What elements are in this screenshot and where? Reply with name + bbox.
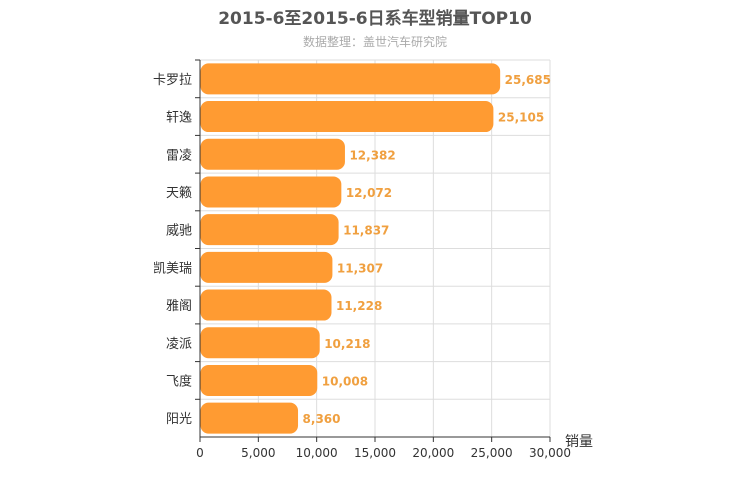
- y-tick-label: 卡罗拉: [153, 73, 192, 88]
- y-tick-label: 凯美瑞: [153, 261, 192, 276]
- bar: [200, 63, 501, 95]
- x-axis-name: 销量: [565, 434, 593, 450]
- bar: [200, 101, 494, 133]
- data-label: 10,008: [322, 374, 368, 388]
- data-label: 25,685: [505, 73, 551, 87]
- x-tick-label: 15,000: [354, 446, 396, 460]
- y-tick-label: 天籁: [166, 186, 192, 201]
- y-tick-label: 威驰: [166, 224, 192, 239]
- data-label: 11,228: [336, 299, 382, 313]
- bar: [200, 327, 320, 359]
- data-label: 12,072: [346, 186, 392, 200]
- y-tick-label: 飞度: [166, 373, 192, 389]
- y-tick-label: 阳光: [166, 412, 192, 427]
- bar: [200, 138, 345, 170]
- bar: [200, 251, 333, 283]
- data-label: 8,360: [303, 412, 341, 426]
- data-label: 11,307: [337, 261, 383, 275]
- y-tick-label: 雷凌: [166, 148, 192, 163]
- chart-title: 2015-6至2015-6日系车型销量TOP10: [218, 8, 532, 29]
- data-label: 12,382: [349, 148, 395, 162]
- y-tick-label: 轩逸: [166, 111, 192, 126]
- bar: [200, 289, 332, 321]
- x-tick-label: 0: [196, 446, 204, 460]
- data-label: 11,837: [343, 224, 389, 238]
- bars: 25,685 25,105 12,382 12,072 11,837 11,307 11,2…: [200, 63, 551, 434]
- grid-lines: [200, 59, 551, 437]
- data-label: 10,218: [324, 337, 370, 351]
- bar: [200, 214, 339, 246]
- data-label: 25,105: [498, 111, 544, 125]
- chart-subtitle: 数据整理：盖世汽车研究院: [303, 34, 447, 49]
- y-tick-label: 雅阁: [166, 299, 192, 314]
- x-tick-label: 30,000: [529, 446, 571, 460]
- bar: [200, 364, 318, 396]
- y-tick-label: 凌派: [166, 337, 192, 352]
- x-tick-label: 10,000: [296, 446, 338, 460]
- x-tick-label: 20,000: [412, 446, 454, 460]
- bar: [200, 176, 342, 208]
- x-tick-label: 5,000: [241, 446, 275, 460]
- x-tick-label: 25,000: [471, 446, 513, 460]
- bar: [200, 402, 299, 434]
